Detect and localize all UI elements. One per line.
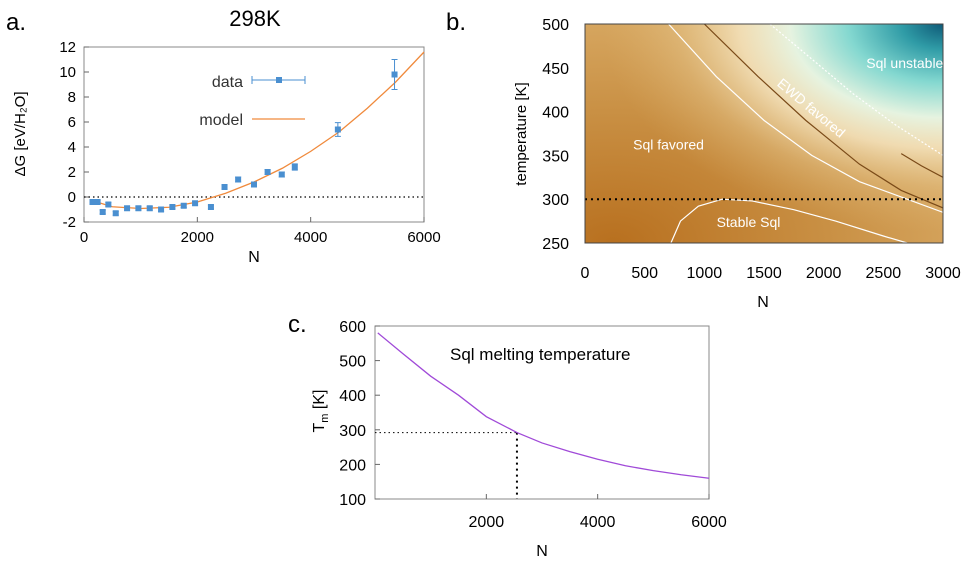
data-point xyxy=(391,71,398,78)
panel-c-ylabel-text: Tm [K] xyxy=(311,390,331,433)
data-point xyxy=(89,199,96,205)
panel-a-legend: data model xyxy=(199,74,306,129)
y-tick-label: 100 xyxy=(339,492,366,509)
panel-c: c. 100 200 300 400 500 600 2000 4000 6000 Sql me… xyxy=(288,311,727,560)
y-tick-label: 8 xyxy=(68,89,76,106)
x-tick-label: 6000 xyxy=(691,514,727,531)
data-point xyxy=(291,164,298,170)
panel-b-heatmap xyxy=(585,24,943,243)
y-tick-label: 450 xyxy=(542,61,569,78)
panel-b-xlabel: N xyxy=(757,294,769,311)
x-tick-label: 1500 xyxy=(746,265,782,282)
panel-c-axes: 100 200 300 400 500 600 2000 4000 6000 xyxy=(339,319,727,531)
y-tick-label: 4 xyxy=(68,139,76,156)
y-tick-label: 400 xyxy=(339,388,366,405)
x-tick-label: 3000 xyxy=(925,265,961,282)
x-tick-label: 0 xyxy=(80,229,88,246)
panel-c-frame xyxy=(374,325,710,500)
y-tick-label: 6 xyxy=(68,114,76,131)
region-label: Sql unstable xyxy=(866,55,943,71)
data-point xyxy=(112,210,119,217)
x-tick-label: 2000 xyxy=(181,229,214,246)
model-curve xyxy=(92,51,425,210)
melting-curve xyxy=(377,332,710,479)
heatmap-contours xyxy=(585,24,943,243)
panel-a-plot xyxy=(89,51,425,217)
region-label: Stable Sql xyxy=(717,214,781,230)
data-point xyxy=(207,204,214,210)
panel-c-annotation: Sql melting temperature xyxy=(450,345,630,364)
x-tick-label: 0 xyxy=(581,265,590,282)
y-tick-label: 300 xyxy=(339,423,366,440)
x-tick-label: 2000 xyxy=(469,514,505,531)
data-point xyxy=(278,171,285,178)
data-point xyxy=(334,126,341,133)
panel-c-ylabel: Tm [K] xyxy=(311,390,331,433)
y-tick-label: 2 xyxy=(68,164,76,181)
y-tick-label: 600 xyxy=(339,319,366,336)
panel-a-xlabel: N xyxy=(248,249,260,266)
x-tick-label: 2000 xyxy=(806,265,842,282)
y-tick-label: 12 xyxy=(59,39,76,56)
data-point xyxy=(105,201,112,208)
data-point xyxy=(169,204,176,210)
data-point xyxy=(158,206,165,213)
panel-a-title: 298K xyxy=(229,6,281,31)
panel-c-plot xyxy=(375,332,710,499)
panel-b-ylabel: temperature [K] xyxy=(513,82,530,185)
data-point xyxy=(99,209,106,215)
x-tick-label: 4000 xyxy=(580,514,616,531)
data-point xyxy=(146,205,153,212)
panel-a-label: a. xyxy=(6,9,26,36)
y-tick-label: -2 xyxy=(63,214,76,231)
panel-c-xlabel: N xyxy=(536,543,548,560)
x-tick-label: 4000 xyxy=(294,229,327,246)
legend-data-marker xyxy=(276,77,282,83)
data-point xyxy=(94,199,101,205)
data-point xyxy=(124,205,131,212)
data-point xyxy=(135,205,142,212)
contour-line xyxy=(668,24,943,213)
data-point xyxy=(235,176,242,183)
contour-line xyxy=(900,153,943,178)
y-tick-label: 400 xyxy=(542,105,569,122)
y-tick-label: 500 xyxy=(542,17,569,34)
panel-a-frame xyxy=(83,46,425,223)
contour-line xyxy=(670,198,908,243)
panel-b-frame xyxy=(584,23,944,244)
y-tick-label: 350 xyxy=(542,148,569,165)
data-point xyxy=(264,169,271,175)
heatmap-cool-region xyxy=(585,24,943,243)
y-tick-label: 200 xyxy=(339,457,366,474)
y-tick-label: 300 xyxy=(542,192,569,209)
legend-data-label: data xyxy=(212,74,243,91)
region-label: Sql favored xyxy=(633,136,704,152)
panel-b-label: b. xyxy=(446,9,466,36)
data-point xyxy=(180,202,187,209)
data-point xyxy=(221,184,228,190)
panel-b-axes: 250 300 350 400 450 500 0 500 1000 1500 2000 2500 30… xyxy=(542,17,961,282)
contour-line xyxy=(769,24,943,156)
x-tick-label: 6000 xyxy=(407,229,440,246)
panel-c-label: c. xyxy=(288,311,307,338)
contour-line xyxy=(703,24,943,209)
x-tick-label: 2500 xyxy=(866,265,902,282)
panel-a-ylabel: ΔG [eV/H₂O] xyxy=(12,91,29,176)
data-point xyxy=(251,181,257,188)
y-tick-label: 0 xyxy=(68,189,76,206)
x-tick-label: 1000 xyxy=(687,265,723,282)
data-point xyxy=(192,200,199,207)
legend-model-label: model xyxy=(199,112,243,129)
x-tick-label: 500 xyxy=(631,265,658,282)
y-tick-label: 500 xyxy=(339,354,366,371)
y-tick-label: 10 xyxy=(59,64,76,81)
y-tick-label: 250 xyxy=(542,236,569,253)
